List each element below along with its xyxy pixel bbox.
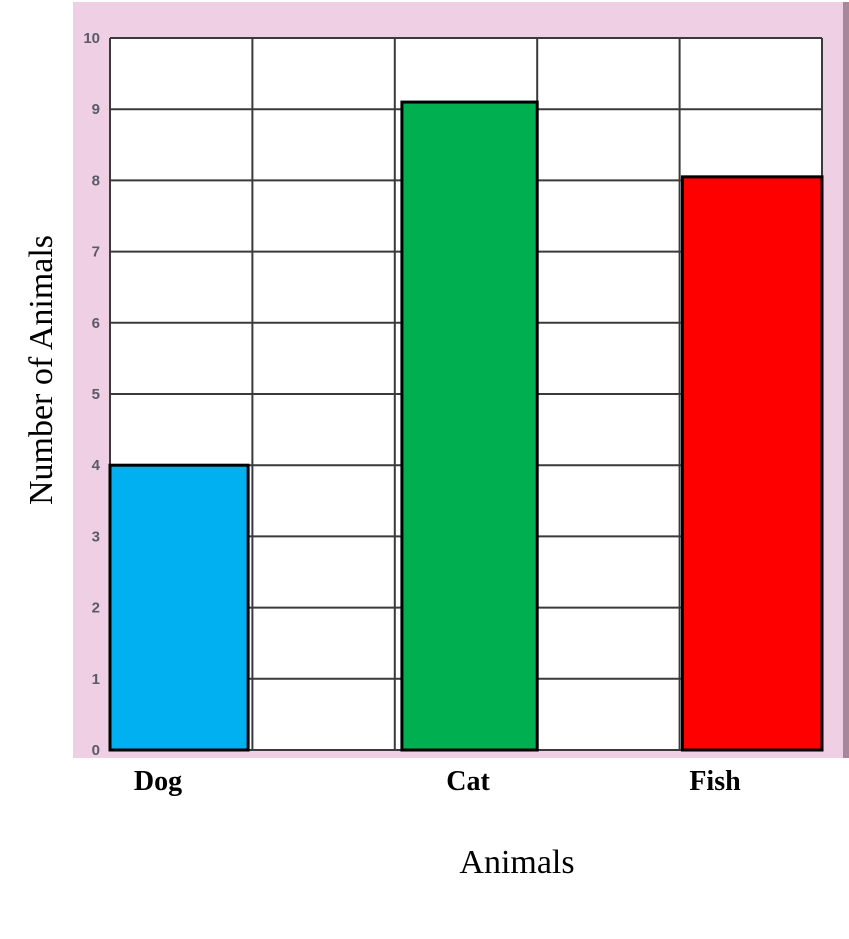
y-tick-label: 4 [92, 457, 101, 474]
chart-panel-edge [843, 2, 849, 758]
x-category-label: Cat [446, 766, 490, 797]
y-tick-label: 6 [92, 315, 100, 332]
x-category-label: Fish [689, 766, 741, 797]
y-tick-label: 1 [92, 671, 100, 688]
x-axis-label: Animals [459, 844, 574, 881]
y-tick-label: 3 [92, 528, 100, 545]
y-tick-label: 2 [92, 600, 100, 617]
bar-dog [108, 463, 250, 752]
bar-fish [680, 175, 824, 752]
y-tick-label: 9 [92, 101, 100, 118]
x-axis-categories: Dog Cat Fish [134, 766, 741, 797]
y-tick-label: 7 [92, 244, 100, 261]
y-tick-label: 8 [92, 172, 100, 189]
y-tick-label: 10 [83, 30, 100, 47]
y-axis-ticks: 0 1 2 3 4 5 6 7 8 9 10 [83, 30, 100, 759]
bars [108, 100, 824, 752]
y-tick-label: 0 [92, 742, 100, 759]
x-category-label: Dog [134, 766, 182, 797]
y-tick-label: 5 [92, 386, 100, 403]
y-axis-label: Number of Animals [23, 235, 60, 505]
bar-cat [400, 100, 539, 752]
